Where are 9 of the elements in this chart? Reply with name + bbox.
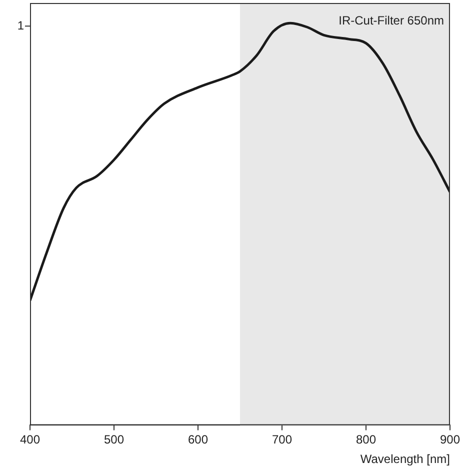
x-tick-label: 600 [188,432,208,447]
x-tick-label: 900 [440,432,460,447]
x-tick-label: 400 [20,432,40,447]
x-tick-label: 800 [356,432,376,447]
x-tick-label: 700 [272,432,292,447]
band-label: IR-Cut-Filter 650nm [338,13,444,28]
x-axis-title: Wavelength [nm] [360,452,450,466]
text: 1 [17,18,24,32]
x-tick-label: 500 [104,432,124,447]
